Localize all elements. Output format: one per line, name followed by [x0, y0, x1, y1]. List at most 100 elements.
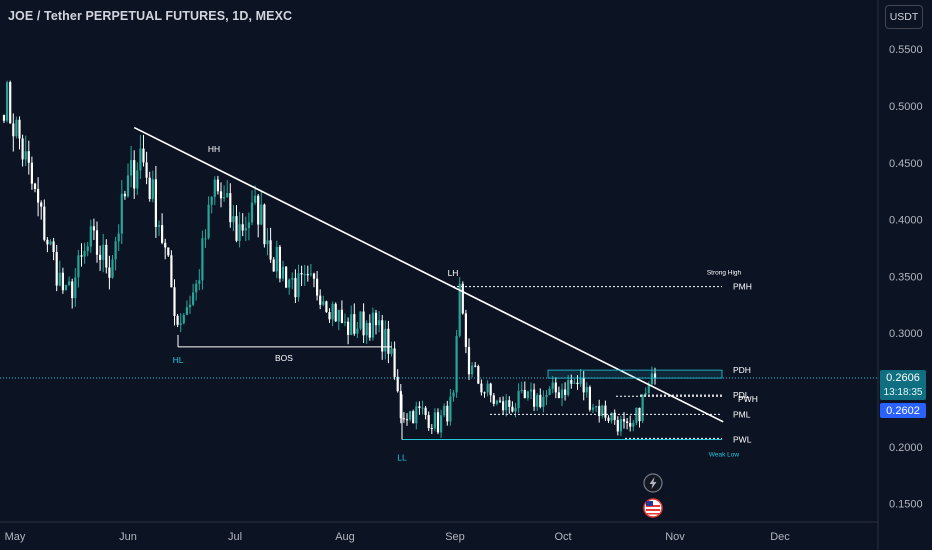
- candle-body: [505, 400, 508, 411]
- candle-body: [334, 303, 337, 322]
- candle-body: [343, 321, 347, 323]
- time-axis[interactable]: May Jun Jul Aug Sep Oct Nov Dec: [5, 531, 791, 543]
- candle-body: [179, 323, 182, 325]
- candle-body: [102, 244, 105, 260]
- candle-body: [573, 382, 576, 384]
- pwl-label: PWL: [733, 435, 752, 445]
- lh-label: LH: [448, 268, 459, 278]
- candle-body: [151, 179, 154, 200]
- candle-body: [176, 315, 179, 325]
- candle-body: [325, 301, 328, 313]
- candle-body: [331, 303, 334, 320]
- candle-body: [142, 148, 145, 163]
- candle-body: [601, 405, 604, 417]
- candle-body: [529, 389, 533, 392]
- x-tick-label: Sep: [445, 531, 465, 543]
- candle-body: [319, 295, 322, 305]
- candle-body: [9, 82, 12, 124]
- candle-body: [598, 406, 601, 417]
- descending-trendline[interactable]: [133, 126, 724, 423]
- candle-body: [204, 238, 207, 240]
- candle-body: [409, 411, 412, 420]
- candle-body: [374, 312, 378, 326]
- candle-body: [653, 373, 657, 378]
- currency-button[interactable]: USDT: [885, 5, 923, 29]
- candle-body: [595, 406, 598, 408]
- candle-body: [433, 412, 436, 429]
- candle-body: [12, 123, 15, 137]
- candle-body: [309, 273, 312, 275]
- candle-body: [455, 335, 458, 393]
- candle-body: [232, 216, 235, 223]
- candle-body: [182, 314, 185, 324]
- candle-body: [207, 204, 210, 239]
- candle-body: [219, 191, 223, 199]
- y-tick-label: 0.5500: [889, 44, 923, 56]
- hh-label: HH: [208, 144, 220, 154]
- candle-body: [92, 226, 95, 231]
- candle-body: [353, 314, 356, 334]
- candle-body: [105, 244, 108, 268]
- candle-body: [591, 407, 595, 410]
- candle-body: [387, 328, 390, 354]
- candle-body: [430, 428, 433, 430]
- lightning-bolt-icon[interactable]: [643, 473, 663, 493]
- candle-body: [2, 115, 6, 121]
- candle-body: [77, 255, 80, 278]
- candle-body: [396, 376, 399, 392]
- candle-body: [170, 255, 173, 288]
- candle-body: [570, 380, 573, 384]
- candle-body: [300, 273, 303, 275]
- candle-body: [260, 204, 263, 225]
- candle-body: [483, 392, 486, 394]
- candle-body: [557, 392, 560, 398]
- candle-body: [316, 278, 319, 296]
- last-price-value: 0.2606: [886, 372, 920, 384]
- candle-body: [393, 348, 396, 377]
- candle-body: [539, 394, 542, 407]
- candle-body: [312, 273, 316, 279]
- candle-body: [188, 304, 192, 308]
- candle-body: [464, 313, 467, 347]
- secondary-price-value: 0.2602: [886, 405, 920, 417]
- candle-body: [278, 246, 281, 279]
- candle-body: [446, 405, 449, 422]
- candle-body: [626, 421, 629, 423]
- candle-body: [198, 280, 201, 284]
- candle-body: [263, 204, 266, 245]
- candle-body: [415, 406, 418, 424]
- candle-body: [551, 382, 554, 389]
- candle-body: [322, 301, 325, 305]
- candle-body: [195, 283, 198, 293]
- candle-body: [350, 314, 353, 335]
- pdl-label: PDL: [733, 390, 750, 400]
- us-flag-icon[interactable]: [643, 498, 663, 518]
- candles-layer: [2, 80, 657, 438]
- candle-body: [30, 162, 33, 184]
- candle-body: [241, 224, 244, 231]
- candle-body: [371, 312, 374, 338]
- candle-body: [390, 348, 393, 354]
- candle-body: [613, 412, 616, 421]
- candle-body: [254, 195, 257, 203]
- candle-body: [192, 292, 195, 305]
- pml-label: PML: [733, 409, 751, 419]
- candle-body: [269, 240, 272, 260]
- candle-body: [356, 328, 359, 334]
- candle-body: [83, 251, 86, 257]
- candle-body: [161, 225, 164, 243]
- candle-body: [272, 259, 275, 272]
- y-tick-label: 0.4500: [889, 158, 923, 170]
- candle-body: [123, 193, 126, 197]
- candle-body: [567, 380, 570, 395]
- candle-body: [477, 366, 480, 384]
- candle-body: [285, 266, 288, 288]
- candle-body: [498, 400, 502, 402]
- price-labels: 0.2606 13:18:35 0.2602: [880, 369, 926, 418]
- candle-body: [68, 281, 71, 285]
- candle-body: [480, 383, 483, 393]
- x-tick-label: Nov: [665, 531, 685, 543]
- candle-body: [604, 405, 607, 418]
